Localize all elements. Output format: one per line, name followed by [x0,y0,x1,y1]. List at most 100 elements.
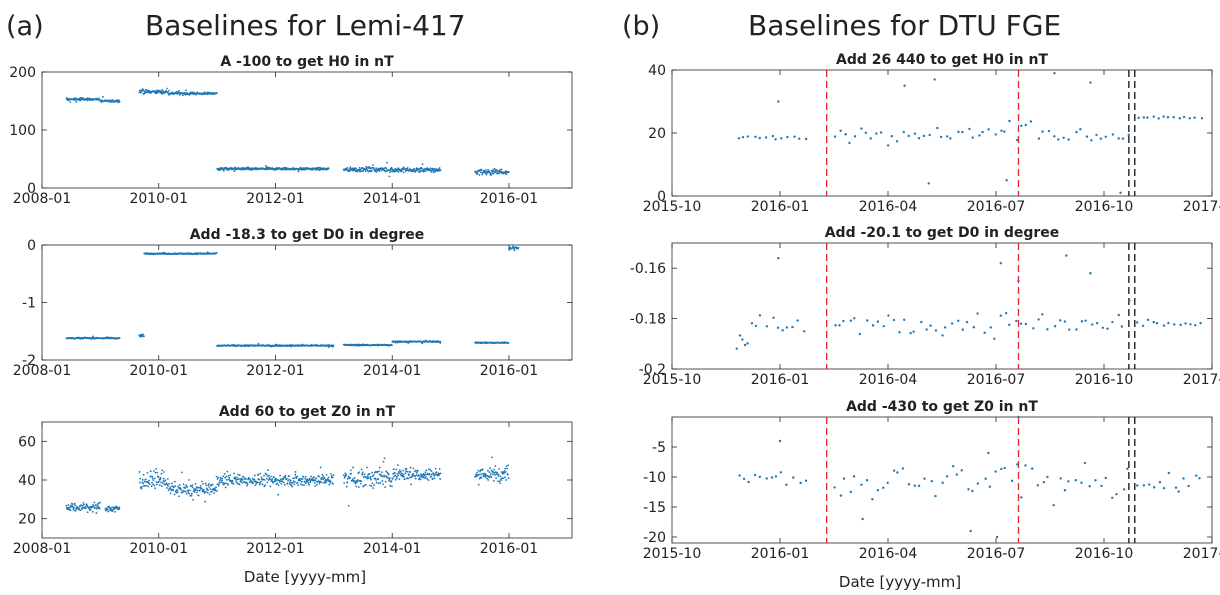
data-point [257,473,260,476]
data-point [412,467,415,470]
data-point [781,329,784,332]
data-point [176,489,179,492]
data-point [987,451,990,455]
data-point [307,482,310,484]
x-tick-label: 2008-01 [13,541,72,557]
data-point [234,479,237,481]
data-point [236,478,239,481]
data-point [403,478,406,481]
data-point [1184,322,1187,325]
data-point [902,318,906,322]
data-point [967,488,970,491]
data-point [301,483,304,486]
data-point [796,319,799,322]
data-point [434,473,436,476]
data-point [221,479,223,482]
panel-title: Add 60 to get Z0 in nT [219,404,396,420]
data-point [408,476,411,479]
data-point [418,477,421,479]
data-point [902,130,905,134]
data-point [271,477,274,480]
data-point [303,484,305,487]
data-point [278,481,281,483]
data-point [88,507,91,510]
data-point [238,483,241,486]
data-point [404,472,407,475]
data-point [421,163,424,166]
data-point [928,133,931,137]
data-point [415,474,418,477]
data-point [414,477,417,480]
data-point [148,479,150,482]
data-point [209,488,212,490]
data-point [266,477,268,480]
data-point [98,507,101,510]
data-point [1167,321,1170,325]
data-point [1120,325,1124,328]
data-point [890,134,893,138]
data-point [158,480,160,483]
data-point [506,473,509,476]
data-point [999,314,1002,317]
panel-a-title: Baselines for Lemi-417 [145,9,466,42]
y-tick-label: 200 [9,65,36,81]
data-point [178,89,180,92]
data-point [505,479,508,481]
data-point [989,326,992,329]
data-point [410,483,412,486]
data-point [476,172,479,175]
data-point [1065,254,1068,257]
data-point [142,473,145,476]
data-point [1162,324,1166,327]
data-point [503,471,506,474]
data-point [361,473,364,476]
data-point [438,167,441,169]
data-point [162,477,165,480]
data-point [1146,318,1150,322]
data-point [484,476,487,478]
data-point [296,481,299,484]
data-point [401,475,404,478]
data-point [111,509,114,512]
data-point [143,92,146,95]
data-point [191,484,194,487]
data-point [225,475,228,478]
data-point [259,472,262,475]
data-point [190,484,192,487]
data-point [398,478,401,481]
data-point [1080,320,1084,323]
data-point [258,483,261,486]
data-point [331,476,334,479]
data-point [304,168,307,171]
data-point [490,469,493,472]
data-point [1084,319,1087,322]
data-point [201,488,204,491]
data-point [398,472,400,475]
data-point [156,92,158,95]
data-point [738,474,741,477]
data-point [221,477,224,480]
data-point [198,489,201,492]
data-point [480,473,483,476]
data-point [95,507,98,510]
data-point [1024,464,1027,467]
y-tick-label: 100 [9,123,36,139]
data-point [194,482,197,485]
data-point [299,483,302,485]
data-point [181,94,184,97]
data-point [438,468,441,470]
data-point [146,472,149,474]
data-point [349,170,351,172]
data-point [407,477,409,480]
data-point [1041,313,1044,316]
data-point [186,485,189,488]
y-tick-label: 20 [18,512,36,528]
data-point [197,494,200,497]
data-point [860,127,863,130]
data-point [233,170,236,172]
data-point [433,477,436,480]
data-point [267,479,270,481]
data-point [172,489,175,492]
data-point [283,483,286,486]
data-point [913,484,916,487]
